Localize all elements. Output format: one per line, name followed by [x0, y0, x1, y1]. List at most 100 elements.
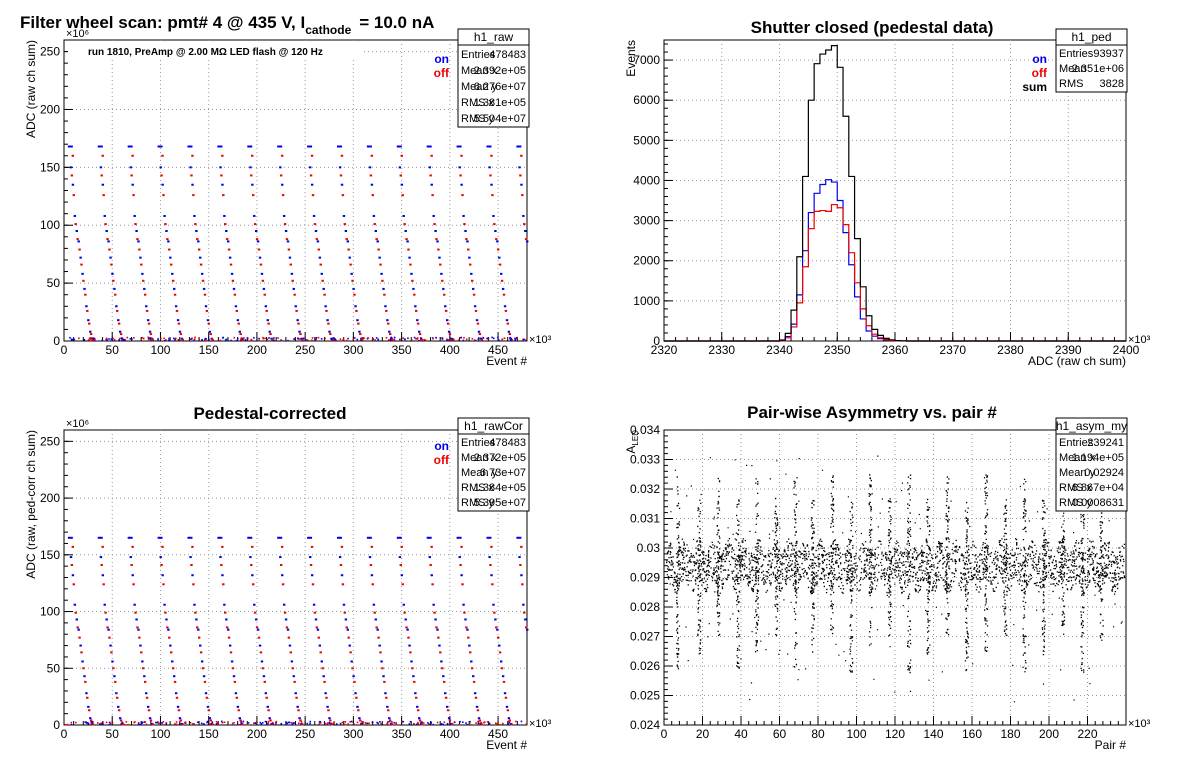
tick-label-x: 160	[962, 727, 982, 741]
point-on	[380, 660, 383, 663]
stats-label: Entries	[1059, 48, 1094, 60]
point-on	[67, 145, 71, 148]
point-on	[71, 574, 75, 577]
point-on	[456, 145, 459, 148]
point-on	[354, 305, 357, 308]
point-on	[281, 574, 284, 577]
point-on	[470, 272, 473, 275]
point-off	[371, 194, 375, 197]
point-off	[253, 611, 257, 614]
point-on	[145, 692, 148, 695]
point-off	[418, 719, 422, 722]
point-baseline	[72, 338, 74, 341]
point-on	[416, 319, 419, 322]
point-on	[200, 272, 204, 275]
point-off	[119, 719, 123, 722]
point-baseline	[159, 722, 162, 725]
point-off	[469, 263, 472, 266]
point-baseline	[449, 723, 451, 726]
point-off	[375, 626, 378, 629]
point-on	[288, 256, 292, 259]
point-baseline	[522, 338, 524, 341]
point-off	[524, 238, 528, 241]
point-baseline	[364, 721, 367, 724]
point-on	[83, 287, 86, 290]
point-on	[148, 717, 152, 720]
point-off	[329, 719, 332, 722]
data-points	[64, 536, 529, 726]
point-baseline	[262, 336, 264, 339]
point-off	[192, 194, 195, 197]
point-on	[503, 305, 507, 308]
point-off	[271, 338, 274, 341]
point-baseline	[258, 337, 260, 340]
point-off	[461, 194, 464, 197]
point-on	[139, 644, 142, 647]
point-off	[433, 611, 436, 614]
point-off	[162, 583, 165, 586]
chart-pedestal-histogram: 2320 2330 2340 2350 2360 2370 2380 2390 2400 0 100…	[624, 18, 1151, 368]
point-baseline	[73, 338, 76, 341]
point-baseline	[275, 721, 277, 724]
point-on	[208, 717, 212, 720]
point-off	[446, 322, 450, 325]
point-on	[498, 256, 501, 259]
point-on	[522, 603, 525, 606]
point-baseline	[287, 721, 290, 724]
point-baseline	[453, 721, 456, 724]
tick-label-x: 2380	[997, 343, 1024, 357]
point-on	[307, 145, 310, 148]
point-baseline	[314, 339, 317, 341]
point-on	[135, 230, 138, 233]
point-on	[69, 145, 73, 148]
tick-label-y: 0.033	[630, 453, 660, 467]
point-on	[314, 230, 318, 233]
point-on	[475, 705, 479, 708]
point-baseline	[293, 338, 295, 340]
point-baseline	[393, 338, 396, 341]
point-on	[309, 145, 313, 148]
stats-label: RMS x	[461, 97, 495, 109]
point-off	[435, 626, 438, 629]
point-on	[232, 675, 236, 678]
point-baseline	[281, 339, 283, 342]
point-baseline	[353, 723, 355, 725]
point-baseline	[206, 721, 208, 724]
point-off	[508, 333, 511, 336]
y-axis-label-sub: LED	[631, 430, 640, 446]
point-on	[310, 574, 314, 577]
point-off	[196, 626, 199, 629]
point-off	[164, 223, 167, 226]
point-baseline	[87, 722, 90, 725]
point-baseline	[486, 337, 489, 340]
point-off	[327, 322, 330, 325]
point-off	[323, 680, 326, 683]
point-on	[105, 618, 108, 621]
point-on	[129, 166, 132, 169]
tick-label-x: 0	[61, 727, 68, 741]
point-on	[169, 256, 172, 259]
x-axis-label: Pair #	[1095, 738, 1127, 752]
point-on	[258, 256, 262, 259]
point-off	[71, 545, 75, 548]
chart-title-tail: = 10.0 nA	[359, 13, 434, 32]
point-off	[253, 223, 257, 226]
point-off	[409, 263, 412, 266]
point-baseline	[266, 723, 268, 725]
point-on	[342, 214, 346, 217]
point-baseline	[326, 723, 329, 725]
point-baseline	[335, 723, 338, 725]
point-on	[109, 256, 112, 259]
point-off	[132, 583, 135, 586]
point-baseline	[488, 722, 490, 724]
point-baseline	[209, 723, 211, 725]
point-off	[430, 545, 433, 548]
point-on	[426, 536, 430, 539]
point-off	[84, 680, 87, 683]
point-on	[133, 603, 136, 606]
point-off	[110, 651, 113, 654]
point-baseline	[243, 337, 245, 339]
point-off	[325, 309, 328, 312]
point-baseline	[446, 722, 449, 725]
point-off	[119, 333, 123, 336]
